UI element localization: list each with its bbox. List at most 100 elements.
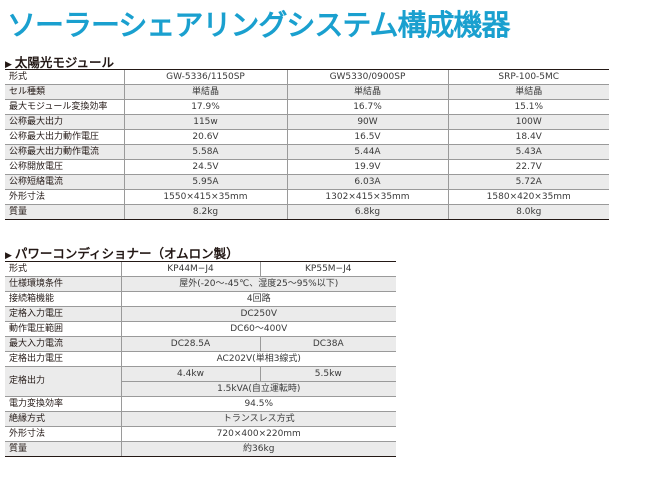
value-cell: 単結晶: [447, 84, 609, 100]
row-label: 質量: [5, 204, 124, 220]
row-label: 定格出力: [5, 366, 121, 397]
inverter-heading: ▶ パワーコンディショナー（オムロン製）: [5, 243, 239, 262]
modules-spec-table: 形式 GW-5336/1150SP GW5330/0900SP SRP-100-5MC…: [5, 70, 609, 220]
table-row: 公称短絡電流 5.95A 6.03A 5.72A: [5, 174, 609, 190]
value-cell: 屋外(-20〜-45℃、湿度25〜95%以下): [120, 276, 396, 292]
value-cell: 単結晶: [286, 84, 448, 100]
row-label: 公称最大出力動作電圧: [5, 129, 124, 145]
row-label: 最大入力電流: [5, 336, 121, 352]
table-row: 形式 KP44M−J4 KP55M−J4: [5, 262, 396, 277]
value-cell: 1580×420×35mm: [447, 189, 609, 205]
value-cell: 1302×415×35mm: [286, 189, 448, 205]
row-label: 定格出力電圧: [5, 351, 121, 367]
table-row: セル種類 単結晶 単結晶 単結晶: [5, 84, 609, 100]
row-label: 形式: [5, 262, 121, 277]
value-cell: 22.7V: [447, 159, 609, 175]
value-cell: 5.44A: [286, 144, 448, 160]
table-row: 形式 GW-5336/1150SP GW5330/0900SP SRP-100-5MC: [5, 70, 609, 85]
table-row: 電力変換効率 94.5%: [5, 396, 396, 412]
value-cell: 8.2kg: [123, 204, 287, 220]
table-row: 絶縁方式 トランスレス方式: [5, 411, 396, 427]
inverter-heading-text: パワーコンディショナー（オムロン製）: [14, 246, 239, 261]
value-cell: 24.5V: [123, 159, 287, 175]
value-cell: 18.4V: [447, 129, 609, 145]
value-cell: 15.1%: [447, 99, 609, 115]
row-label: 最大モジュール変換効率: [5, 99, 124, 115]
table-row: 1.5kVA(自立運転時): [5, 381, 396, 397]
section-rule: [5, 69, 609, 70]
value-cell: 4.4kw: [120, 366, 260, 382]
triangle-bullet-icon: ▶: [5, 251, 12, 261]
table-row: 定格出力 4.4kw 5.5kw: [5, 366, 396, 397]
table-row: 質量 約36kg: [5, 441, 396, 457]
model-cell: KP55M−J4: [259, 262, 396, 277]
page-title: ソーラーシェアリングシステム構成機器: [7, 8, 511, 42]
value-cell: 1550×415×35mm: [123, 189, 287, 205]
value-cell: GW-5336/1150SP: [123, 70, 287, 85]
table-row: 公称最大出力 115w 90W 100W: [5, 114, 609, 130]
value-cell: DC28.5A: [120, 336, 260, 352]
value-cell: 5.72A: [447, 174, 609, 190]
modules-heading: ▶ 太陽光モジュール: [5, 52, 114, 71]
table-row: 定格入力電圧 DC250V: [5, 306, 396, 322]
table-row: 定格出力電圧 AC202V(単相3線式): [5, 351, 396, 367]
value-cell: 6.8kg: [286, 204, 448, 220]
value-cell: 720×400×220mm: [120, 426, 396, 442]
table-row: 質量 8.2kg 6.8kg 8.0kg: [5, 204, 609, 220]
row-label: 定格入力電圧: [5, 306, 121, 322]
value-cell: 5.95A: [123, 174, 287, 190]
value-cell: トランスレス方式: [120, 411, 396, 427]
row-label: 仕様環境条件: [5, 276, 121, 292]
table-row: 外形寸法 1550×415×35mm 1302×415×35mm 1580×420×3…: [5, 189, 609, 205]
value-cell: GW5330/0900SP: [286, 70, 448, 85]
modules-heading-text: 太陽光モジュール: [14, 55, 115, 70]
row-label: 電力変換効率: [5, 396, 121, 412]
value-cell: 約36kg: [120, 441, 396, 457]
model-cell: KP44M−J4: [120, 262, 260, 277]
value-cell: DC38A: [259, 336, 396, 352]
value-cell: 19.9V: [286, 159, 448, 175]
table-row: 最大入力電流 DC28.5A DC38A: [5, 336, 396, 352]
row-label: 絶縁方式: [5, 411, 121, 427]
value-cell: 5.43A: [447, 144, 609, 160]
value-cell: DC60〜400V: [120, 321, 396, 337]
value-cell: 1.5kVA(自立運転時): [120, 381, 396, 397]
table-row: 公称最大出力動作電圧 20.6V 16.5V 18.4V: [5, 129, 609, 145]
row-label: 外形寸法: [5, 426, 121, 442]
table-row: 仕様環境条件 屋外(-20〜-45℃、湿度25〜95%以下): [5, 276, 396, 292]
triangle-bullet-icon: ▶: [5, 60, 12, 70]
row-label: セル種類: [5, 84, 124, 100]
table-row: 動作電圧範囲 DC60〜400V: [5, 321, 396, 337]
value-cell: 100W: [447, 114, 609, 130]
value-cell: 17.9%: [123, 99, 287, 115]
table-row: 公称開放電圧 24.5V 19.9V 22.7V: [5, 159, 609, 175]
value-cell: 115w: [123, 114, 287, 130]
row-label: 接続箱機能: [5, 291, 121, 307]
value-cell: SRP-100-5MC: [447, 70, 609, 85]
value-cell: 単結晶: [123, 84, 287, 100]
table-row: 接続箱機能 4回路: [5, 291, 396, 307]
value-cell: 94.5%: [120, 396, 396, 412]
row-label: 公称短絡電流: [5, 174, 124, 190]
value-cell: 90W: [286, 114, 448, 130]
value-cell: 5.58A: [123, 144, 287, 160]
value-cell: 4回路: [120, 291, 396, 307]
value-cell: AC202V(単相3線式): [120, 351, 396, 367]
table-row: 外形寸法 720×400×220mm: [5, 426, 396, 442]
value-cell: 20.6V: [123, 129, 287, 145]
row-label: 公称開放電圧: [5, 159, 124, 175]
value-cell: 16.7%: [286, 99, 448, 115]
row-label: 質量: [5, 441, 121, 457]
table-row: 最大モジュール変換効率 17.9% 16.7% 15.1%: [5, 99, 609, 115]
row-label: 公称最大出力: [5, 114, 124, 130]
row-label: 形式: [5, 70, 124, 85]
table-row: 公称最大出力動作電流 5.58A 5.44A 5.43A: [5, 144, 609, 160]
row-label: 外形寸法: [5, 189, 124, 205]
value-cell: 5.5kw: [259, 366, 396, 382]
row-label: 公称最大出力動作電流: [5, 144, 124, 160]
value-cell: 6.03A: [286, 174, 448, 190]
inverter-spec-table: 形式 KP44M−J4 KP55M−J4 仕様環境条件 屋外(-20〜-45℃、…: [5, 262, 396, 457]
value-cell: DC250V: [120, 306, 396, 322]
section-rule: [5, 261, 396, 262]
value-cell: 8.0kg: [447, 204, 609, 220]
